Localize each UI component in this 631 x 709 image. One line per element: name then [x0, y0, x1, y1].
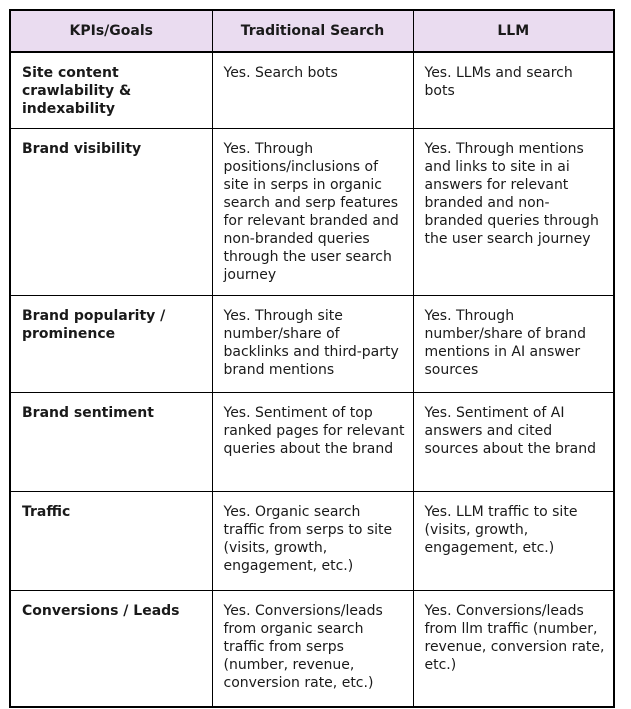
llm-cell: Yes. Through mentions and links to site …: [412, 127, 615, 296]
llm-cell: Yes. Conversions/leads from llm traffic …: [412, 589, 615, 708]
traditional-search-cell: Yes. Through site number/share of backli…: [211, 294, 414, 393]
header-llm: LLM: [412, 9, 615, 53]
traditional-search-cell: Yes. Conversions/leads from organic sear…: [211, 589, 414, 708]
table-row: Brand popularity / prominence Yes. Throu…: [9, 294, 615, 393]
goal-cell: Site content crawlability & indexability: [9, 51, 213, 129]
llm-cell: Yes. Through number/share of brand menti…: [412, 294, 615, 393]
goal-cell: Brand visibility: [9, 127, 213, 296]
table-row: Brand sentiment Yes. Sentiment of top ra…: [9, 391, 615, 492]
header-traditional-search: Traditional Search: [211, 9, 414, 53]
table-header: KPIs/Goals Traditional Search LLM: [9, 9, 615, 53]
table-row: Brand visibility Yes. Through positions/…: [9, 127, 615, 296]
goal-cell: Conversions / Leads: [9, 589, 213, 708]
traditional-search-cell: Yes. Through positions/inclusions of sit…: [211, 127, 414, 296]
table-row: Site content crawlability & indexability…: [9, 51, 615, 129]
traditional-search-cell: Yes. Search bots: [211, 51, 414, 129]
table-row: Conversions / Leads Yes. Conversions/lea…: [9, 589, 615, 708]
kpi-comparison-table: KPIs/Goals Traditional Search LLM Site c…: [9, 9, 615, 708]
goal-cell: Brand sentiment: [9, 391, 213, 492]
traditional-search-cell: Yes. Sentiment of top ranked pages for r…: [211, 391, 414, 492]
table-row: Traffic Yes. Organic search traffic from…: [9, 490, 615, 591]
llm-cell: Yes. LLMs and search bots: [412, 51, 615, 129]
table-body: Site content crawlability & indexability…: [9, 51, 615, 708]
header-row: KPIs/Goals Traditional Search LLM: [9, 9, 615, 53]
goal-cell: Brand popularity / prominence: [9, 294, 213, 393]
llm-cell: Yes. Sentiment of AI answers and cited s…: [412, 391, 615, 492]
header-kpis-goals: KPIs/Goals: [9, 9, 213, 53]
llm-cell: Yes. LLM traffic to site (visits, growth…: [412, 490, 615, 591]
traditional-search-cell: Yes. Organic search traffic from serps t…: [211, 490, 414, 591]
goal-cell: Traffic: [9, 490, 213, 591]
